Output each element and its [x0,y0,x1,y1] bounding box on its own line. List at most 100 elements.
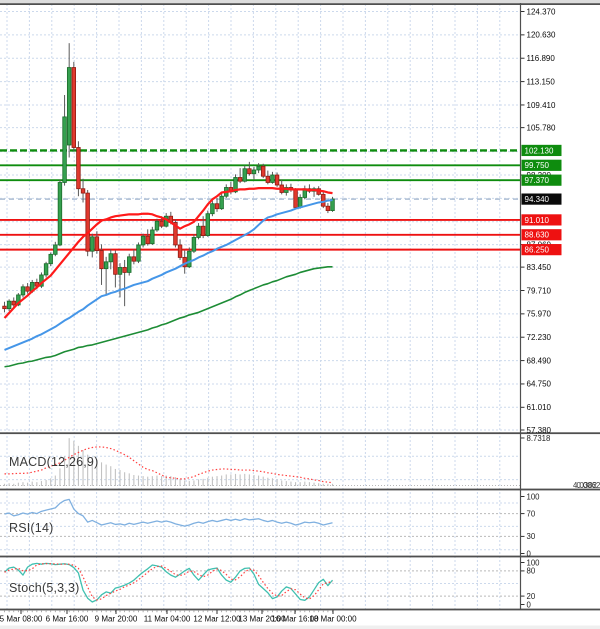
candle-bullish [330,198,335,211]
candle-bearish [173,222,178,246]
rsi-tick-label: 70 [527,509,536,518]
candle-bearish [99,250,104,270]
candle-bullish [140,235,146,246]
price-tick-label: 109.410 [527,101,556,110]
price-level-badge [521,214,562,226]
rsi-indicator-label: RSI(14) [9,521,54,535]
candle-bearish [177,244,183,258]
candle-bullish [43,263,49,276]
candle-bullish [20,286,26,296]
price-tick-label: 79.710 [527,286,552,295]
candle-bearish [71,67,76,148]
candle-bullish [136,244,141,262]
panel-border [0,432,600,435]
rsi-tick-label: 100 [527,492,541,501]
stoch-tick-label: 80 [527,567,536,576]
price-tick-label: 57.380 [527,426,552,435]
bottom-edge [0,625,600,629]
candle-bearish [122,267,127,273]
rsi-line [4,498,333,527]
stoch-k-line [4,562,334,603]
macd-overlap-label: 0.0062 [577,481,600,490]
panel-border [0,608,600,611]
price-level-badge-text: 102.130 [525,146,554,155]
stoch-tick-label: 0 [527,600,532,609]
price-tick-label: 124.370 [527,7,556,16]
candle-bearish [85,192,90,252]
panel-border [0,3,600,5]
panel-borders [0,3,600,611]
candle-bullish [251,169,257,175]
candle-bullish [297,197,303,208]
price-level-badge-text: 88.630 [525,231,550,240]
candle-bullish [205,213,210,236]
candle-bullish [53,244,58,255]
stoch-tick-label: 100 [527,558,541,567]
stoch-tick-label: 20 [527,592,536,601]
price-level-badge [521,174,562,186]
price-tick-label: 72.230 [527,333,552,342]
candle-bullish [127,256,132,273]
candle-bullish [242,168,247,182]
candle-bearish [159,220,164,227]
candle-bearish [325,205,331,211]
price-tick-label: 83.450 [527,263,552,272]
candle-bearish [261,165,266,177]
price-level-badge [521,144,562,157]
price-level-badge-text: 99.750 [525,161,550,170]
candle-bearish [274,174,280,186]
candle-bullish [6,300,12,310]
time-axis: 5 Mar 08:00 6 Mar 16:00 9 Mar 20:00 11 Mar … [0,610,357,624]
candle-bullish [57,182,63,246]
candle-bearish [200,225,206,236]
candle-bearish [321,193,326,207]
candle-bullish [48,253,53,265]
candle-bullish [233,177,238,193]
candle-bearish [94,236,100,251]
price-level-badge [521,159,562,171]
candle-bearish [247,168,252,175]
price-tick-label: 75.970 [527,310,552,319]
time-label: 6 Mar 16:00 [46,615,89,624]
price-tick-label: 64.750 [527,380,552,389]
time-label: 16 Mar 16:00 [271,615,319,624]
rsi-tick-label: 30 [527,532,536,541]
candle-bearish [80,188,86,194]
candle-bullish [187,250,192,268]
price-tick-label: 105.780 [527,123,556,132]
candle-bearish [145,235,150,245]
candle-bullish [270,174,275,183]
stoch-d-line [4,563,333,601]
stoch-indicator-label: Stoch(5,3,3) [9,581,80,595]
candle-bearish [11,300,16,306]
candle-bullish [108,253,113,263]
candle-bullish [256,165,261,171]
price-level-badge [521,244,562,256]
price-tick-label: 68.490 [527,356,552,365]
macd-overlap-label: 4.0382 [573,481,597,490]
time-label: 5 Mar 08:00 [0,615,43,624]
price-tick-label: 120.630 [527,31,556,40]
candle-bearish [131,256,137,262]
time-label: 12 Mar 12:00 [193,615,241,624]
price-level-badge [521,193,562,205]
candle-bullish [62,116,67,183]
macd-signal-line [4,446,333,484]
candle-bullish [210,203,215,215]
rsi-tick-label: 0 [527,549,532,558]
time-label: 11 Mar 04:00 [144,615,191,624]
candle-bullish [196,225,201,238]
price-tick-label: 116.890 [527,54,556,63]
indicator-level-lines [0,513,520,597]
top-edge [0,0,600,3]
candle-bullish [219,195,224,210]
price-level-badge [521,229,562,241]
candle-bearish [25,286,30,292]
candle-bearish [76,147,81,190]
price-tick-label: 113.150 [527,77,556,86]
candle-bullish [66,67,72,146]
